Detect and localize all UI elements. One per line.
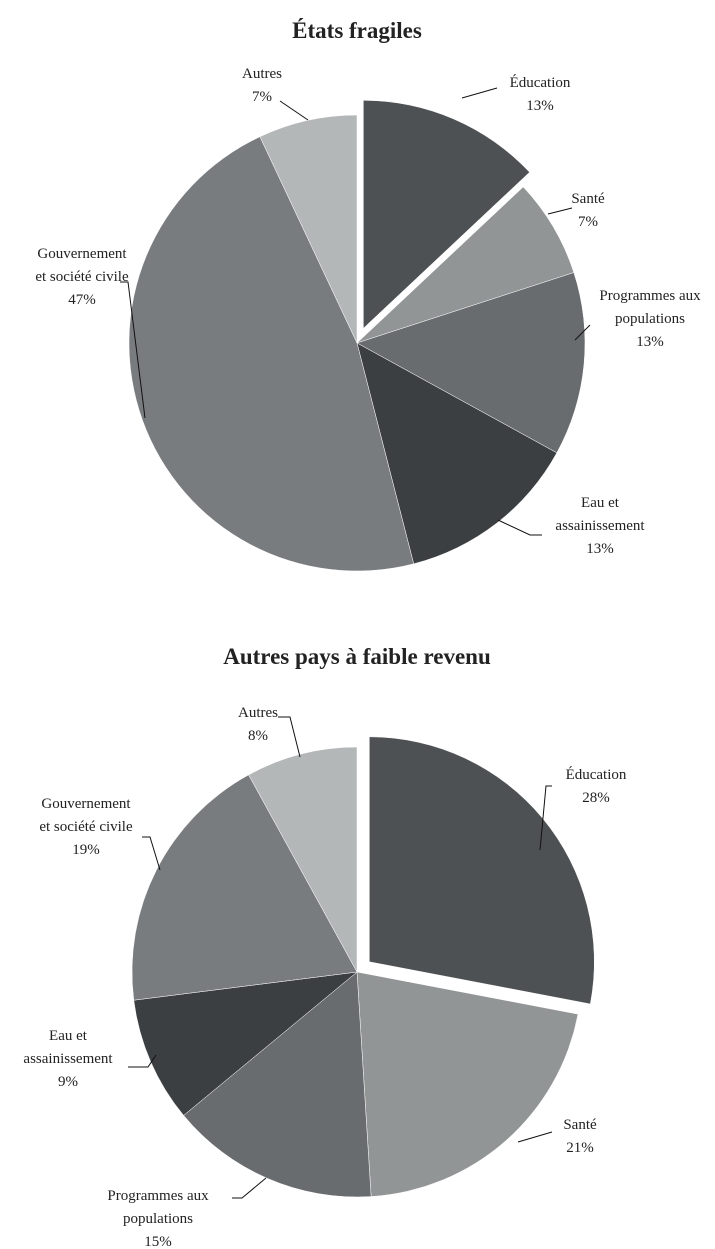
slice-value-label: 19% xyxy=(72,842,100,858)
leader-line xyxy=(128,1054,157,1068)
slice-label: Eau et assainissement xyxy=(555,495,645,534)
leader-line xyxy=(142,836,161,871)
pie-slice xyxy=(356,971,579,1197)
leader-line xyxy=(278,716,301,758)
slice-value-label: 7% xyxy=(252,89,272,105)
pie-slice xyxy=(248,746,358,973)
slice-value-label: 8% xyxy=(248,728,268,744)
slice-value-label: 9% xyxy=(58,1074,78,1090)
slice-label: Santé xyxy=(563,1117,597,1133)
slice-value-label: 47% xyxy=(68,292,96,308)
pie-slice xyxy=(356,342,558,565)
slice-value-label: 13% xyxy=(526,98,554,114)
leader-line xyxy=(574,324,591,341)
pie-slice xyxy=(128,136,415,572)
slice-label: Programmes aux populations xyxy=(107,1188,209,1227)
leader-line xyxy=(120,281,146,419)
leader-line xyxy=(497,519,542,536)
leader-line xyxy=(547,207,573,215)
pie-slice xyxy=(183,971,372,1198)
slice-label: Gouvernement et société civile xyxy=(35,246,129,285)
leader-line xyxy=(461,87,498,99)
slice-value-label: 28% xyxy=(582,790,610,806)
leader-line xyxy=(232,1177,267,1199)
pie-slice xyxy=(369,736,595,1005)
slice-label: Programmes aux populations xyxy=(599,288,701,327)
slice-label: Eau et assainissement xyxy=(23,1028,113,1067)
chart-title: États fragiles xyxy=(292,18,422,43)
slice-label: Autres xyxy=(238,705,278,721)
slice-label: Santé xyxy=(571,191,605,207)
slice-label: Gouvernement et société civile xyxy=(39,796,133,835)
leader-line xyxy=(279,100,309,121)
slice-value-label: 21% xyxy=(566,1140,594,1156)
slice-label: Éducation xyxy=(566,766,627,783)
slice-value-label: 13% xyxy=(586,541,614,557)
slice-value-label: 15% xyxy=(144,1234,172,1249)
slice-label: Éducation xyxy=(510,74,571,91)
pie-slice xyxy=(131,774,358,1001)
pie-slice xyxy=(133,971,358,1116)
chart-title: Autres pays à faible revenu xyxy=(223,644,491,669)
slice-value-label: 7% xyxy=(578,214,598,230)
pie-slice xyxy=(356,272,586,454)
leader-line xyxy=(539,785,552,851)
slice-value-label: 13% xyxy=(636,334,664,350)
leader-line xyxy=(517,1131,553,1143)
pie-slice xyxy=(259,114,358,344)
slice-label: Autres xyxy=(242,66,282,82)
pie-slice xyxy=(363,100,530,329)
